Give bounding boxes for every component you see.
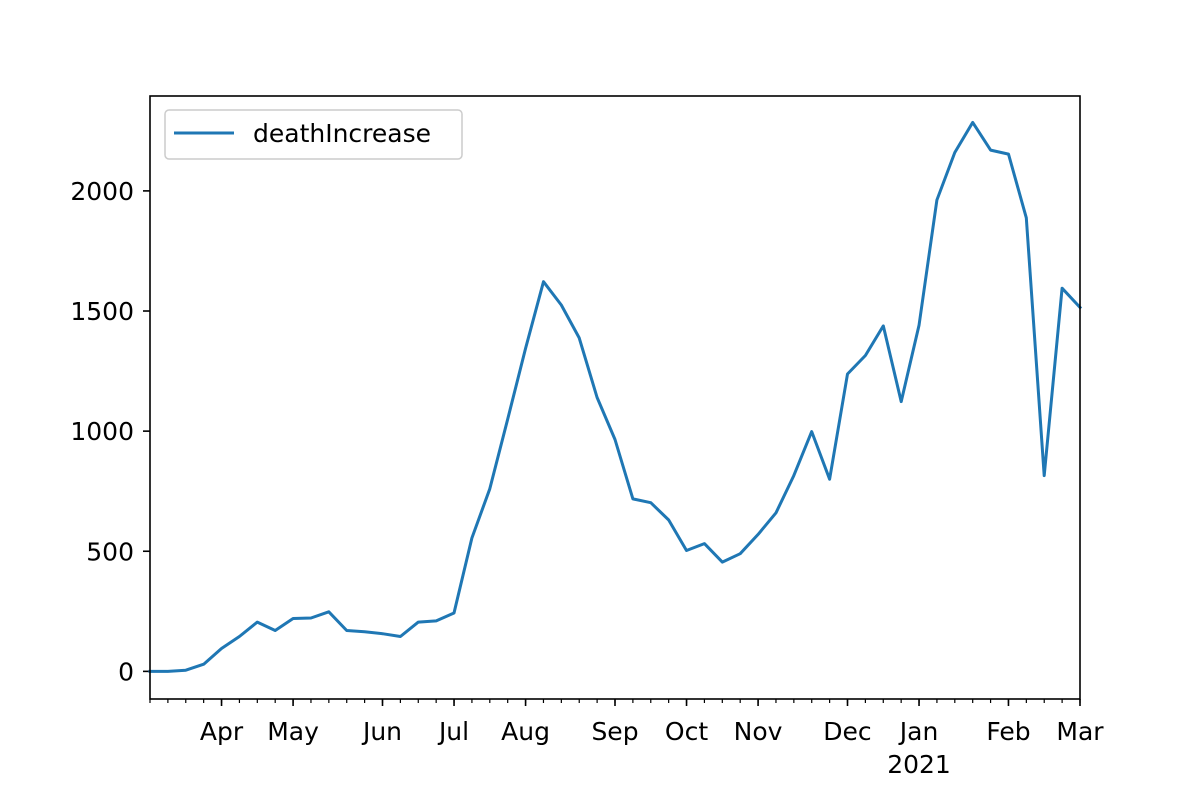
x-tick-label: Jan (898, 717, 939, 746)
x-tick-label: May (267, 717, 319, 746)
y-tick-label: 2000 (70, 177, 134, 206)
x-tick-label: Nov (734, 717, 783, 746)
series-layer (148, 120, 1083, 673)
x-tick-year-label: 2021 (887, 750, 951, 779)
x-tick-label: Jul (437, 717, 469, 746)
axis-ticks: 0 500 1000 1500 2000 Apr May Jun Jul Aug Sep Oct Nov… (70, 177, 1104, 779)
x-tick-label: Oct (665, 717, 708, 746)
x-tick-label: Dec (823, 717, 871, 746)
x-tick-label: Sep (591, 717, 638, 746)
y-tick-label: 1000 (70, 417, 134, 446)
y-tick-label: 500 (86, 537, 134, 566)
plot-frame (149, 95, 1081, 700)
x-tick-label: Jun (361, 717, 402, 746)
legend-label: deathIncrease (253, 119, 431, 148)
series-line-deathIncrease (148, 120, 1083, 673)
y-tick-label: 0 (118, 657, 134, 686)
x-tick-label: Apr (200, 717, 244, 746)
legend-box (164, 109, 463, 160)
x-tick-label: Aug (501, 717, 550, 746)
x-tick-label: Feb (986, 717, 1030, 746)
y-tick-label: 1500 (70, 297, 134, 326)
x-tick-label: Mar (1056, 717, 1104, 746)
legend: deathIncrease (164, 109, 463, 160)
